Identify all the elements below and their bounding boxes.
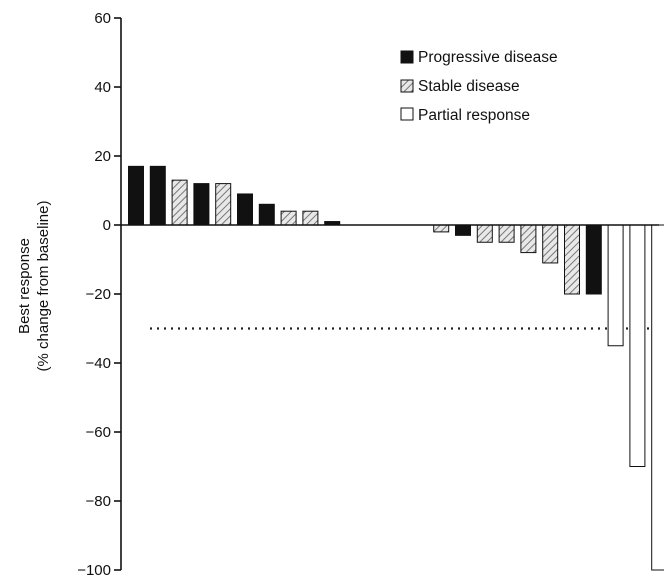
bar-progressive bbox=[585, 224, 602, 295]
legend: Progressive disease Stable disease Parti… bbox=[400, 49, 558, 124]
y-axis-label-line-1: Best response bbox=[16, 238, 33, 334]
bars bbox=[128, 165, 664, 571]
bar-partial bbox=[607, 224, 624, 347]
legend-label-partial: Partial response bbox=[418, 107, 530, 124]
y-tick-label: 40 bbox=[94, 79, 111, 96]
y-tick-label: −20 bbox=[86, 286, 111, 303]
y-tick-label: −80 bbox=[86, 493, 111, 510]
bar-stable bbox=[215, 183, 232, 226]
legend-swatch-stable bbox=[400, 79, 414, 93]
bar-stable bbox=[171, 179, 188, 226]
bar-progressive bbox=[237, 193, 253, 226]
bar-stable bbox=[280, 210, 297, 226]
bar-partial bbox=[651, 224, 664, 571]
bar-stable bbox=[433, 224, 450, 233]
bar-stable bbox=[542, 224, 559, 264]
bar-stable bbox=[564, 224, 580, 295]
y-tick-label: 0 bbox=[103, 217, 111, 234]
bar-progressive bbox=[128, 165, 144, 226]
bar-progressive bbox=[193, 183, 210, 226]
bar-stable bbox=[520, 224, 537, 254]
legend-swatch-partial bbox=[400, 107, 414, 121]
bar-progressive bbox=[455, 224, 471, 236]
bar-partial bbox=[629, 224, 646, 467]
bar-stable bbox=[302, 210, 319, 226]
legend-label-progressive: Progressive disease bbox=[418, 49, 558, 66]
legend-swatch-progressive bbox=[400, 50, 414, 64]
y-tick-label: −60 bbox=[86, 424, 111, 441]
y-axis: 60 40 20 0 −20 −40 −60 −80 −100 bbox=[77, 10, 122, 579]
y-axis-label-line-2: (% change from baseline) bbox=[35, 201, 52, 372]
y-tick-label: −100 bbox=[77, 562, 111, 579]
y-tick-label: 60 bbox=[94, 10, 111, 27]
y-axis-label: Best response (% change from baseline) bbox=[16, 201, 52, 372]
legend-label-stable: Stable disease bbox=[418, 78, 520, 95]
y-tick-label: −40 bbox=[86, 355, 111, 372]
y-tick-label: 20 bbox=[94, 148, 111, 165]
bar-progressive bbox=[149, 165, 166, 226]
bar-stable bbox=[476, 224, 493, 243]
bar-progressive bbox=[258, 203, 275, 226]
bar-stable bbox=[498, 224, 515, 243]
